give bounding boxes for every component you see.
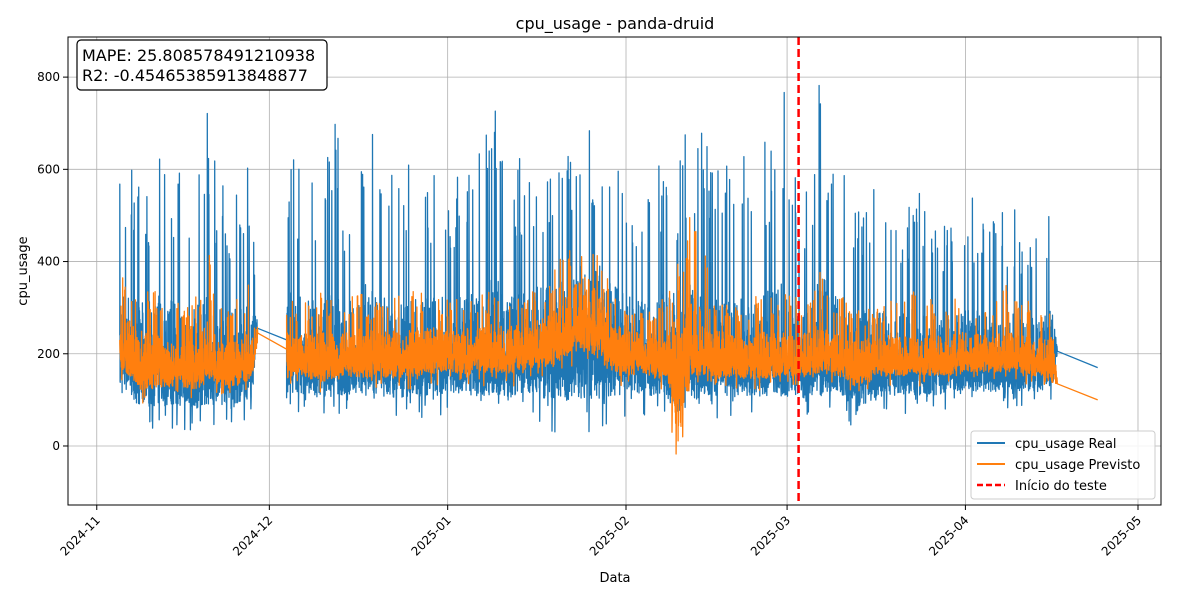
legend: cpu_usage Real cpu_usage Previsto Início… xyxy=(970,430,1156,500)
x-axis-label: Data xyxy=(599,571,630,586)
legend-label-real: cpu_usage Real xyxy=(1015,437,1117,452)
legend-box xyxy=(970,430,1156,500)
legend-label-predicted: cpu_usage Previsto xyxy=(1015,458,1140,473)
y-tick-label: 0 xyxy=(52,439,60,453)
annotation-box xyxy=(76,39,328,91)
y-tick-label: 400 xyxy=(37,255,60,269)
series-layer xyxy=(119,84,1098,455)
y-axis-label: cpu_usage xyxy=(16,236,31,305)
plot-frame xyxy=(67,36,1162,506)
mape-text: MAPE: 25.808578491210938 xyxy=(82,46,315,65)
metrics-annotation: MAPE: 25.808578491210938 R2: -0.45465385… xyxy=(76,39,328,91)
series-line-cpu-usage-previsto xyxy=(119,217,1098,455)
y-axis: 0 200 400 600 800 xyxy=(37,70,68,453)
y-tick-label: 200 xyxy=(37,347,60,361)
legend-label-test-start: Início do teste xyxy=(1015,479,1107,494)
r2-text: R2: -0.45465385913848877 xyxy=(82,66,308,85)
y-tick-label: 800 xyxy=(37,70,60,84)
chart-title: cpu_usage - panda-druid xyxy=(516,14,715,34)
y-tick-label: 600 xyxy=(37,162,60,176)
